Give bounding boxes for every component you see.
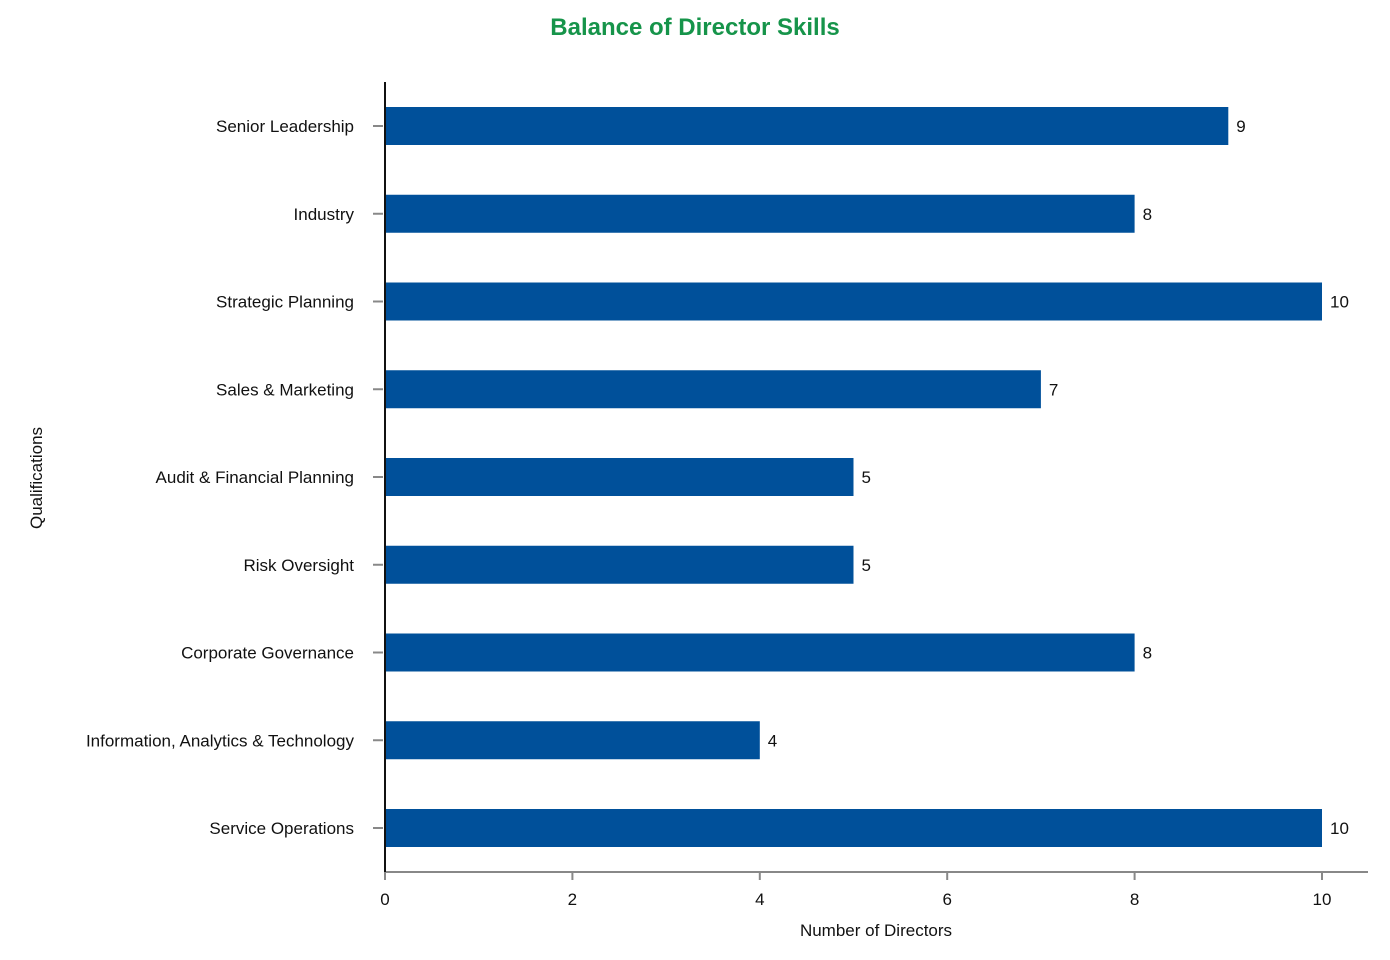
- y-tick-label: Industry: [294, 205, 355, 224]
- y-axis-title: Qualifications: [27, 427, 46, 529]
- bar: [385, 370, 1041, 409]
- data-label: 5: [862, 468, 871, 487]
- x-axis-title: Number of Directors: [800, 921, 952, 940]
- x-tick-label: 4: [755, 890, 764, 909]
- bar: [385, 282, 1322, 321]
- x-tick-label: 0: [380, 890, 389, 909]
- y-tick-label: Senior Leadership: [216, 117, 354, 136]
- bar: [385, 721, 760, 760]
- bar: [385, 458, 854, 496]
- x-axis: 0 2 4 6 8 10: [380, 872, 1331, 909]
- y-tick-label: Audit & Financial Planning: [156, 468, 354, 487]
- y-tick-label: Risk Oversight: [243, 556, 354, 575]
- bar: [385, 194, 1135, 233]
- x-tick-label: 2: [568, 890, 577, 909]
- bar: [385, 107, 1229, 145]
- data-label: 5: [862, 556, 871, 575]
- bars: 9 8 10 7 5 5 8 4 10: [385, 107, 1349, 847]
- bar: [385, 545, 854, 584]
- x-tick-label: 10: [1313, 890, 1332, 909]
- data-label: 9: [1236, 117, 1245, 136]
- y-tick-label: Corporate Governance: [181, 644, 354, 663]
- data-label: 10: [1330, 293, 1349, 312]
- y-tick-label: Strategic Planning: [216, 293, 354, 312]
- y-tick-label: Service Operations: [209, 819, 354, 838]
- y-axis: Senior Leadership Industry Strategic Plann…: [86, 117, 383, 838]
- x-tick-label: 6: [942, 890, 951, 909]
- y-tick-label: Sales & Marketing: [216, 380, 354, 399]
- data-label: 8: [1143, 644, 1152, 663]
- data-label: 10: [1330, 819, 1349, 838]
- chart-title: Balance of Director Skills: [550, 14, 840, 41]
- data-label: 7: [1049, 380, 1058, 399]
- data-label: 8: [1143, 205, 1152, 224]
- bar: [385, 809, 1322, 847]
- data-label: 4: [768, 731, 777, 750]
- bar: [385, 633, 1135, 672]
- y-tick-label: Information, Analytics & Technology: [86, 731, 355, 750]
- x-tick-label: 8: [1130, 890, 1139, 909]
